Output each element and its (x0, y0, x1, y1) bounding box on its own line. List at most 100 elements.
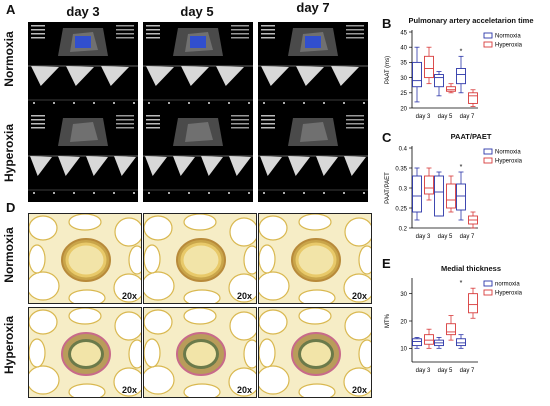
box-hyperoxia-day3 (424, 167, 434, 201)
box-hyperoxia-day5 (446, 175, 456, 213)
column-title-day7: day 7 (296, 0, 330, 15)
histology-hyperoxia-day3: 20x (28, 307, 142, 398)
panel-label-c: C (382, 130, 392, 145)
doppler-waveform (260, 156, 282, 176)
chart-paat-paet: 0.2 0.25 0.3 0.35 0.4 PAAT/PAET day 3 day 5 day … (385, 146, 523, 240)
panel-label-e: E (382, 256, 391, 271)
alveolar-space (298, 308, 332, 325)
echo-image-hyperoxia-day3 (28, 112, 138, 202)
legend-label: Hyperoxia (495, 291, 523, 297)
alveolar-space (243, 245, 256, 275)
doppler-waveform (86, 156, 108, 176)
chart-title-medial-thickness: Medial thickness (440, 264, 502, 273)
box-normoxia-day5 (434, 337, 444, 349)
alveolar-space (29, 215, 58, 241)
box-normoxia-day5 (434, 71, 444, 97)
box-normoxia-day3 (412, 46, 422, 103)
alveolar-space (128, 245, 141, 275)
alveolar-space (229, 217, 256, 247)
panel-label-b: B (382, 16, 392, 31)
alveolar-space (259, 244, 276, 274)
alveolar-space (144, 244, 161, 274)
alveolar-space (113, 273, 141, 303)
color-doppler (190, 36, 206, 48)
y-tick-label: 20 (400, 319, 407, 325)
doppler-waveform (288, 156, 310, 176)
magnification-label: 20x (121, 291, 137, 301)
x-tick-label: day 5 (438, 234, 453, 240)
vessel-lumen (71, 342, 101, 366)
alveolar-space (229, 311, 256, 341)
alveolar-space (259, 215, 288, 241)
alveolar-space (343, 273, 371, 303)
panel-label-d: D (6, 200, 16, 215)
echo-image-hyperoxia-day7 (258, 112, 368, 202)
doppler-waveform (344, 156, 366, 176)
panel-label-a: A (6, 2, 16, 17)
y-axis-label: PAAT (ms) (385, 56, 391, 84)
chart-title-paat-paet: PAAT/PAET (450, 132, 492, 141)
doppler-waveform (229, 156, 251, 176)
y-tick-label: 0.4 (399, 146, 408, 152)
histology-hyperoxia-day7: 20x (258, 307, 372, 398)
alveolar-space (128, 339, 141, 369)
alveolar-space (228, 273, 256, 303)
legend-swatch (483, 32, 493, 39)
legend-swatch (483, 280, 493, 287)
color-doppler (75, 36, 91, 48)
alveolar-space (259, 338, 276, 368)
alveolar-space (144, 215, 173, 241)
echo-image-hyperoxia-day5 (143, 112, 253, 202)
row-title-hyperoxia-d: Hyperoxia (2, 315, 16, 375)
row-title-normoxia-d: Normoxia (2, 227, 16, 283)
doppler-waveform (316, 156, 338, 176)
doppler-waveform (173, 156, 195, 176)
alveolar-space (259, 271, 290, 301)
y-axis-label: PAAT/PAET (385, 172, 391, 204)
legend-label: Hyperoxia (495, 43, 523, 49)
echo-image-normoxia-day5 (143, 22, 253, 112)
alveolar-space (228, 367, 256, 397)
significance-mark: * (460, 164, 463, 171)
doppler-waveform (146, 66, 174, 86)
chart-medial-thickness: 10 20 30 MT% day 3 day 5 day 7 * normoxia Hyperox… (385, 278, 523, 374)
alveolar-space (29, 271, 60, 301)
alveolar-space (343, 367, 371, 397)
doppler-waveform (66, 66, 94, 86)
box-normoxia-day3 (412, 167, 422, 221)
legend-swatch (483, 157, 493, 164)
alveolar-space (144, 338, 161, 368)
doppler-waveform (30, 156, 52, 176)
alveolar-space (259, 309, 288, 335)
alveolar-space (29, 244, 46, 274)
y-tick-label: 0.3 (399, 186, 408, 192)
x-tick-label: day 5 (438, 368, 453, 374)
magnification-label: 20x (236, 385, 252, 395)
box-normoxia-day7 (456, 55, 466, 94)
y-tick-label: 0.25 (395, 206, 407, 212)
echo-image-normoxia-day7 (258, 22, 368, 112)
y-tick-label: 35 (400, 61, 407, 67)
y-tick-label: 45 (400, 30, 407, 36)
box-hyperoxia-day3 (424, 46, 434, 85)
legend-label: Hyperoxia (495, 159, 523, 165)
legend-swatch (483, 148, 493, 155)
y-axis-label: MT% (385, 313, 391, 328)
alveolar-space (298, 289, 336, 303)
significance-mark: * (460, 280, 463, 287)
legend-label: Normoxia (495, 150, 521, 156)
echo-image-normoxia-day3 (28, 22, 138, 112)
alveolar-space (144, 271, 175, 301)
alveolar-space (358, 339, 371, 369)
doppler-waveform (114, 156, 136, 176)
alveolar-space (68, 308, 102, 325)
doppler-waveform (201, 156, 223, 176)
box-hyperoxia-day7 (468, 89, 478, 107)
row-title-normoxia-a: Normoxia (2, 31, 16, 87)
alveolar-space (259, 365, 290, 395)
doppler-waveform (31, 66, 59, 86)
alveolar-space (113, 367, 141, 397)
alveolar-space (114, 217, 141, 247)
x-tick-label: day 3 (416, 234, 431, 240)
alveolar-space (68, 383, 106, 397)
